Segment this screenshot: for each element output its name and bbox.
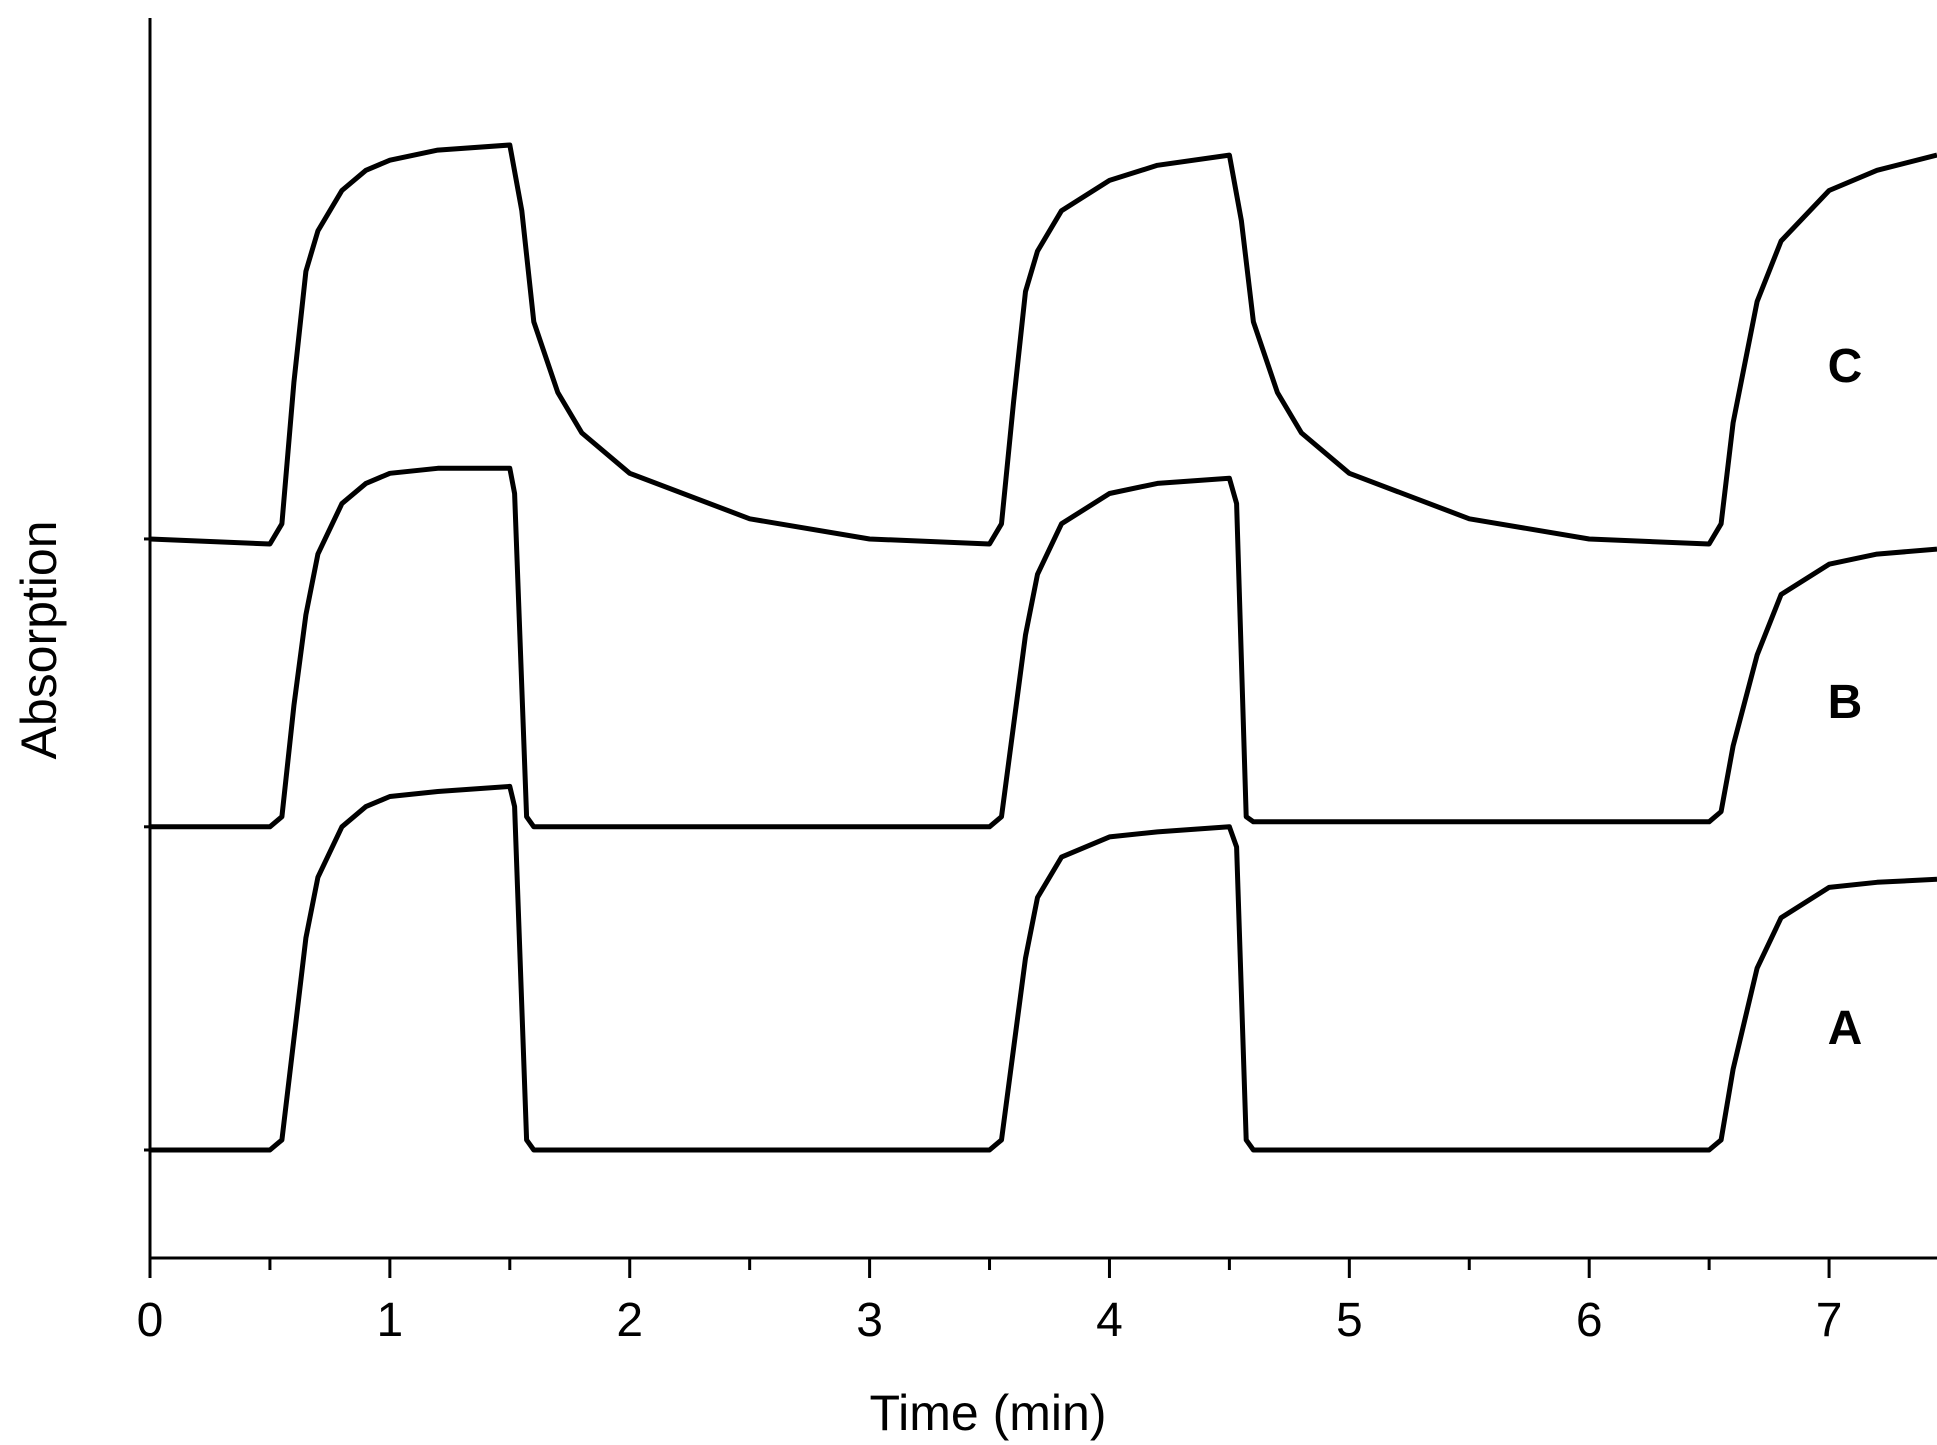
series-group bbox=[149, 142, 1937, 1153]
x-tick-label: 4 bbox=[1096, 1294, 1123, 1347]
plot-frame bbox=[148, 18, 1937, 1260]
x-tick-label: 0 bbox=[137, 1294, 164, 1347]
series-labels: A B C bbox=[1828, 340, 1863, 1055]
x-tick-label: 6 bbox=[1576, 1294, 1603, 1347]
x-tick-label: 7 bbox=[1816, 1294, 1843, 1347]
x-tick-label: 3 bbox=[856, 1294, 883, 1347]
series-c-line bbox=[149, 142, 1937, 547]
series-a-label: A bbox=[1828, 1002, 1863, 1055]
x-axis-label: Time (min) bbox=[869, 1385, 1106, 1441]
x-tick-label: 2 bbox=[616, 1294, 643, 1347]
x-tick-label: 5 bbox=[1336, 1294, 1363, 1347]
x-axis-ticks: 0 1 2 3 4 5 6 7 bbox=[137, 537, 1843, 1347]
series-b-line bbox=[150, 465, 1937, 830]
y-axis-label: Absorption bbox=[11, 520, 67, 759]
x-tick-label: 1 bbox=[377, 1294, 404, 1347]
series-c-label: C bbox=[1828, 340, 1863, 393]
series-a-line bbox=[150, 783, 1937, 1153]
series-b-label: B bbox=[1828, 676, 1863, 729]
